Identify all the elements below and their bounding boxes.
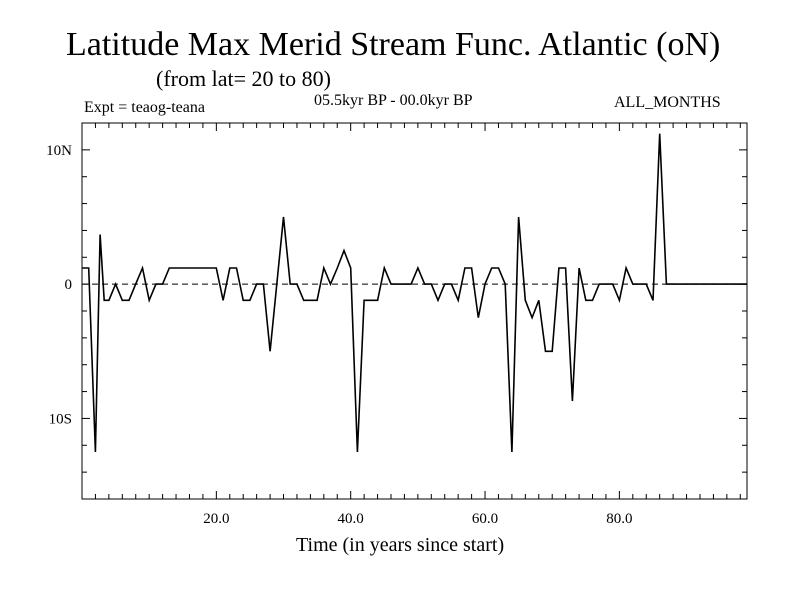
ticks-layer <box>82 123 747 499</box>
tick-labels-layer: 20.0 40.0 60.0 80.0 10N 0 10S <box>46 143 632 527</box>
x-tick-label: 60.0 <box>472 511 498 527</box>
experiment-label: Expt = teaog-teana <box>84 99 205 116</box>
plot-frame <box>81 122 748 500</box>
y-tick-label: 10N <box>46 143 72 159</box>
period-label: 05.5kyr BP - 00.0kyr BP <box>314 92 473 109</box>
x-tick-label: 40.0 <box>338 511 364 527</box>
chart-title: Latitude Max Merid Stream Func. Atlantic… <box>66 26 721 63</box>
x-tick-label: 80.0 <box>606 511 632 527</box>
x-tick-label: 20.0 <box>203 511 229 527</box>
x-axis-label: Time (in years since start) <box>296 534 505 556</box>
months-label: ALL_MONTHS <box>614 94 721 111</box>
y-tick-label: 0 <box>65 277 73 293</box>
chart-subtitle: (from lat= 20 to 80) <box>156 66 331 91</box>
series-line <box>82 133 747 453</box>
series-layer <box>82 133 747 453</box>
y-tick-label: 10S <box>49 411 72 427</box>
